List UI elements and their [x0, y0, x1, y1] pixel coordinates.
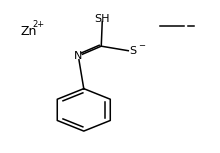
Text: Zn: Zn — [20, 24, 37, 37]
Text: S: S — [129, 47, 137, 56]
Text: 2+: 2+ — [32, 20, 44, 29]
Text: −: − — [138, 41, 145, 50]
Text: N: N — [74, 51, 82, 61]
Text: SH: SH — [95, 14, 110, 24]
